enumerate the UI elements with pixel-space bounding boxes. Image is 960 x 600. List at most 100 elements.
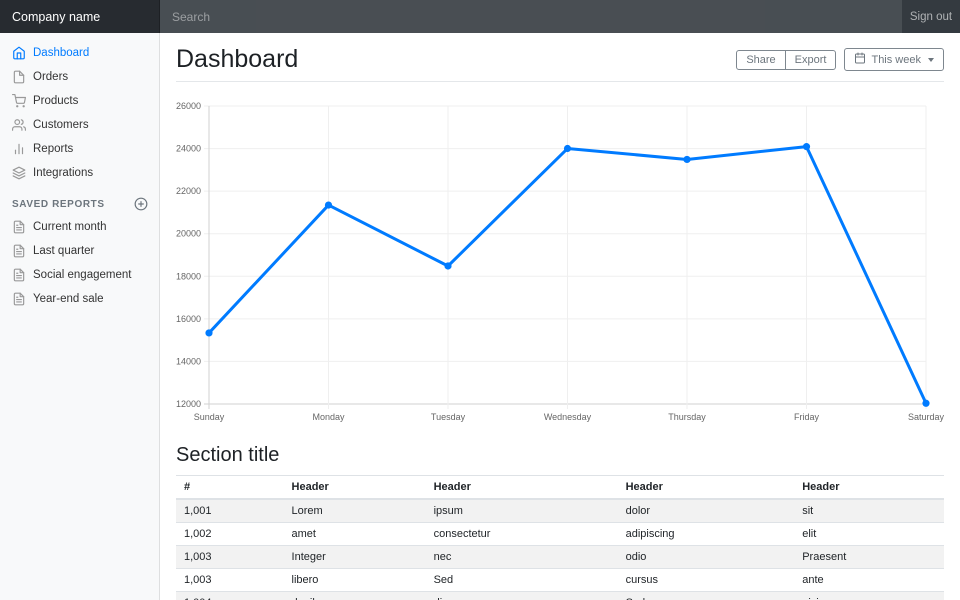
svg-text:18000: 18000 [176,271,201,281]
saved-reports-list: Current month Last quarter Social engageme… [0,215,160,311]
table-cell: Praesent [794,545,944,569]
file-icon [12,70,26,84]
table-cell: Lorem [283,498,426,523]
svg-text:Wednesday: Wednesday [544,412,592,422]
table-cell: Sed [617,591,795,600]
plus-circle-icon[interactable] [134,197,148,211]
table-cell: Sed [425,568,618,592]
table-cell: nisi [794,591,944,600]
table-cell: amet [283,522,426,546]
sidebar-item-label: Integrations [33,167,94,179]
calendar-icon [854,52,866,67]
table-cell: ipsum [425,498,618,523]
data-point [444,262,452,270]
file-text-icon [12,292,26,306]
search-input[interactable] [160,0,902,33]
table-cell: elit [794,522,944,546]
table-cell: 1,004 [176,591,284,600]
saved-reports-heading: Saved reports [0,185,160,215]
column-header: Header [425,475,618,500]
users-icon [12,118,26,132]
svg-text:Saturday: Saturday [908,412,944,422]
chart-series [205,143,930,407]
svg-text:Tuesday: Tuesday [431,412,466,422]
sidebar-item-products[interactable]: Products [0,89,160,113]
section-title: Section title [176,444,280,466]
sidebar-item-label: Current month [33,221,107,233]
table-row: 1,003 libero Sed cursus ante [176,568,944,592]
column-header: Header [283,475,426,500]
sign-out-link[interactable]: Sign out [909,10,953,23]
shopping-cart-icon [12,94,26,108]
data-point [205,329,213,337]
sidebar-item-reports[interactable]: Reports [0,137,160,161]
table-cell: dapibus [283,591,426,600]
top-navbar: Company name Sign out [0,0,960,33]
data-point [324,201,333,209]
sidebar-item-customers[interactable]: Customers [0,113,160,137]
svg-text:20000: 20000 [176,229,201,239]
table-cell: 1,002 [176,522,284,546]
table-row: 1,003 Integer nec odio Praesent [176,545,944,569]
table-header-row: # Header Header Header Header [176,475,944,500]
sidebar-item-label: Reports [33,143,74,155]
sidebar-item-label: Year-end sale [33,293,104,305]
data-table: # Header Header Header Header 1,001 Lorem ipsu… [176,475,944,600]
table-cell: consectetur [425,522,618,546]
table-cell: odio [617,545,795,569]
column-header: Header [617,475,795,500]
table-cell: ante [794,568,944,592]
svg-text:24000: 24000 [176,144,201,154]
toolbar: Share Export This week [736,48,944,71]
table-row: 1,002 amet consectetur adipiscing elit [176,522,944,546]
sidebar-item-label: Orders [33,71,69,83]
sidebar-item-year-end-sale[interactable]: Year-end sale [0,287,160,311]
sidebar-item-dashboard[interactable]: Dashboard [0,41,160,65]
data-point [802,143,811,151]
chevron-down-icon [928,57,934,62]
main-content: Dashboard Share Export This week 12000 14… [160,33,960,600]
file-text-icon [12,220,26,234]
table-cell: cursus [617,568,795,592]
sidebar-item-current-month[interactable]: Current month [0,215,160,239]
table-row: 1,001 Lorem ipsum dolor sit [176,498,944,523]
chart-grid: 12000 14000 16000 18000 20000 22000 24000 26000… [176,101,944,422]
bar-chart-icon [12,142,26,156]
table-cell: 1,003 [176,545,284,569]
table-row: 1,004dapibusdiamSednisi [176,591,944,600]
table-cell: libero [283,568,426,592]
svg-text:22000: 22000 [176,186,201,196]
share-button[interactable]: Share [736,49,786,70]
svg-text:12000: 12000 [176,399,201,409]
svg-text:Sunday: Sunday [194,412,225,422]
period-dropdown-button[interactable]: This week [844,48,944,71]
table-container: # Header Header Header Header 1,001 Lorem ipsu… [176,475,944,600]
file-text-icon [12,244,26,258]
svg-text:Monday: Monday [312,412,345,422]
table-cell: Integer [283,545,426,569]
column-header: Header [794,475,944,500]
table-cell: diam [425,591,618,600]
column-header: # [176,475,284,500]
sidebar-item-label: Customers [33,119,89,131]
saved-reports-label: Saved reports [12,198,105,210]
sidebar-item-label: Last quarter [33,245,95,257]
sidebar-item-label: Products [33,95,79,107]
sidebar-item-last-quarter[interactable]: Last quarter [0,239,160,263]
sidebar-item-social-engagement[interactable]: Social engagement [0,263,160,287]
sidebar-item-integrations[interactable]: Integrations [0,161,160,185]
brand-link[interactable]: Company name [0,0,160,33]
table-cell: sit [794,498,944,523]
file-text-icon [12,268,26,282]
layers-icon [12,166,26,180]
export-button[interactable]: Export [784,49,837,70]
sidebar-nav-list: Dashboard Orders Products Customers Reports I… [0,41,160,185]
sidebar-item-orders[interactable]: Orders [0,65,160,89]
home-icon [12,46,26,60]
svg-text:26000: 26000 [176,101,201,111]
svg-text:Thursday: Thursday [668,412,706,422]
svg-text:Friday: Friday [794,412,820,422]
svg-text:16000: 16000 [176,314,201,324]
weekly-line-chart: 12000 14000 16000 18000 20000 22000 24000 26000… [176,101,944,422]
svg-text:14000: 14000 [176,356,201,366]
